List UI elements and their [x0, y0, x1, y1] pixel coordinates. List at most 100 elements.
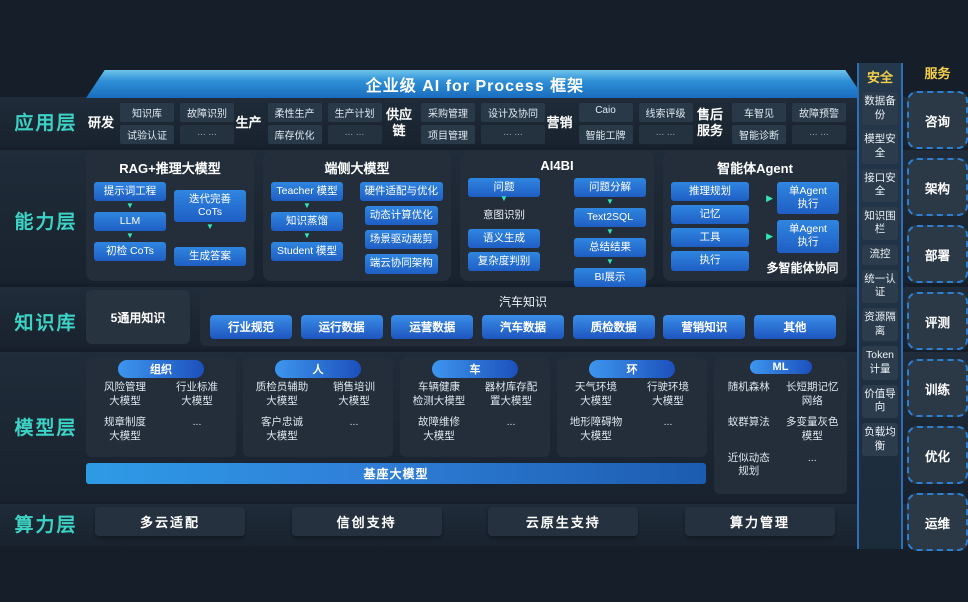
- capability-layer-row: RAG+推理大模型 提示词工程 ▼ LLM ▼ 初检 CoTs 迭代完善 CoT…: [86, 151, 847, 287]
- flow-node: 知识蒸馏: [271, 211, 343, 232]
- security-item: 统一认证: [862, 269, 898, 304]
- service-item: 运维: [907, 493, 968, 551]
- flow-node: 问题分解: [574, 178, 646, 198]
- ai4bi-box: AI4BI 问题 ▼ 意图识别 语义生成 复杂度判别 问题分解 ▼ Text2S…: [460, 151, 654, 287]
- arrow-down-icon: ▼: [500, 194, 508, 204]
- model-item: 质检员辅助 大模型: [255, 381, 309, 407]
- knowledge-pill-row: 行业规范 运行数据 运营数据 汽车数据 质检数据 营销知识 其他: [210, 315, 836, 339]
- layer-label-knowledge: 知识库: [14, 313, 78, 334]
- model-group-people: 人 质检员辅助 大模型 销售培训 大模型 客户忠诚 大模型 ...: [243, 357, 393, 457]
- model-item: 器材库存配 置大模型: [484, 381, 538, 407]
- flow-node: 迭代完善 CoTs: [174, 190, 246, 223]
- app-item: 项目管理: [421, 124, 475, 144]
- flow-node: 执行: [671, 251, 749, 271]
- app-group-rd: 研发 知识库 故障识别 试验认证 ... ...: [88, 101, 235, 145]
- app-item-more: ... ...: [638, 124, 693, 144]
- app-group-items: Caio 线索评级 智能工牌 ... ...: [578, 102, 693, 144]
- compute-layer-row: 多云适配 信创支持 云原生支持 算力管理: [95, 507, 835, 536]
- model-group-organization: 组织 风险管理 大模型 行业标准 大模型 规章制度 大模型 ...: [86, 357, 236, 457]
- flow-node: 意图识别: [483, 208, 525, 221]
- flow-node: 单Agent 执行: [777, 182, 839, 215]
- app-item: 故障预警: [791, 102, 846, 122]
- knowledge-pill: 汽车数据: [481, 315, 564, 339]
- model-item-more: ...: [192, 416, 202, 429]
- flow-node: 总结结果: [574, 237, 646, 257]
- app-group-items: 知识库 故障识别 试验认证 ... ...: [120, 102, 235, 144]
- app-item: 智能诊断: [731, 124, 786, 144]
- arrow-down-icon: ▼: [206, 222, 214, 232]
- compute-item: 信创支持: [291, 507, 442, 536]
- security-item: 数据备份: [862, 92, 898, 126]
- flow-node: BI展示: [574, 267, 646, 287]
- agent-title: 智能体Agent: [717, 161, 793, 176]
- model-item: 车辆健康 检测大模型: [412, 381, 466, 407]
- flow-node: 推理规划: [671, 182, 749, 202]
- layer-label-compute: 算力层: [14, 515, 78, 536]
- flow-node: 单Agent 执行: [777, 220, 839, 253]
- knowledge-pill: 质检数据: [572, 315, 655, 339]
- app-group-label: 生产: [235, 115, 262, 131]
- app-item-more: ... ...: [791, 124, 846, 144]
- app-item: 知识库: [120, 102, 175, 122]
- model-layer-row: 组织 风险管理 大模型 行业标准 大模型 规章制度 大模型 ... 人 质检员辅…: [86, 357, 847, 494]
- edge-model-box: 端侧大模型 Teacher 模型 ▼ 知识蒸馏 ▼ Student 模型 硬件适…: [263, 151, 451, 281]
- model-group-label: ML: [749, 360, 812, 374]
- app-group-items: 柔性生产 生产计划 库存优化 ... ...: [267, 102, 382, 144]
- flow-node: 记忆: [671, 205, 749, 225]
- security-rail: 安全 数据备份 模型安全 接口安全 知识围栏 流控 统一认证 资源隔离 Toke…: [857, 63, 903, 549]
- app-group-label: 营销: [546, 115, 573, 131]
- arrow-down-icon: ▼: [126, 231, 134, 241]
- flow-node: 生成答案: [174, 247, 246, 267]
- title-banner: 企业级 AI for Process 框架: [86, 70, 864, 98]
- app-group-items: 采购管理 设计及协同 项目管理 ... ...: [421, 102, 545, 144]
- model-item: 天气环境 大模型: [575, 381, 617, 407]
- ai4bi-title: AI4BI: [540, 158, 574, 173]
- app-item: 生产计划: [327, 102, 382, 122]
- app-item: 柔性生产: [267, 102, 322, 122]
- model-item: 风险管理 大模型: [104, 381, 146, 407]
- app-item: 故障识别: [180, 102, 235, 122]
- app-item: 车智见: [731, 102, 786, 122]
- model-item: 蚁群算法: [727, 416, 770, 429]
- model-item: 长短期记忆 网络: [786, 381, 839, 407]
- app-group-supply-chain: 供应链 采购管理 设计及协同 项目管理 ... ...: [383, 101, 545, 145]
- arrow-right-icon: ▶: [766, 192, 773, 203]
- knowledge-pill: 营销知识: [663, 315, 746, 339]
- model-group-label: 环: [589, 360, 675, 378]
- service-rail: 服务 咨询 架构 部署 评测 训练 优化 运维: [907, 63, 968, 551]
- model-item-more: ...: [807, 451, 817, 464]
- agent-caption: 多智能体协同: [766, 260, 839, 275]
- rag-flow-left: 提示词工程 ▼ LLM ▼ 初检 CoTs: [94, 182, 166, 266]
- flow-node: 动态计算优化: [364, 206, 438, 226]
- service-rail-title: 服务: [924, 66, 951, 81]
- app-item: 智能工牌: [578, 124, 633, 144]
- model-item-more: ...: [663, 416, 673, 429]
- model-item: 随机森林: [727, 381, 770, 393]
- rag-box: RAG+推理大模型 提示词工程 ▼ LLM ▼ 初检 CoTs 迭代完善 CoT…: [86, 151, 254, 281]
- flow-node: 语义生成: [468, 229, 540, 249]
- security-item: 接口安全: [862, 168, 898, 202]
- model-group-environment: 环 天气环境 大模型 行驶环境 大模型 地形障碍物 大模型 ...: [557, 357, 707, 457]
- ai4bi-left: 问题 ▼ 意图识别 语义生成 复杂度判别: [468, 178, 540, 287]
- ai4bi-right: 问题分解 ▼ Text2SQL ▼ 总结结果 ▼ BI展示: [574, 178, 646, 287]
- compute-item: 云原生支持: [488, 507, 639, 536]
- auto-knowledge-title: 汽车知识: [498, 295, 547, 309]
- service-item: 优化: [907, 426, 968, 484]
- flow-node: 初检 CoTs: [94, 241, 166, 261]
- flow-node: Teacher 模型: [271, 182, 343, 202]
- model-item: 近似动态 规划: [727, 451, 770, 478]
- flow-node: 提示词工程: [94, 182, 166, 202]
- app-item: 试验认证: [120, 124, 175, 144]
- security-item: 模型安全: [862, 130, 898, 164]
- model-item-more: ...: [349, 416, 359, 429]
- service-item: 架构: [907, 158, 968, 216]
- model-item-more: ...: [506, 416, 516, 429]
- security-item: 资源隔离: [862, 308, 898, 342]
- edge-flow: Teacher 模型 ▼ 知识蒸馏 ▼ Student 模型: [271, 182, 343, 274]
- app-group-production: 生产 柔性生产 生产计划 库存优化 ... ...: [236, 101, 382, 145]
- flow-node: 场景驱动裁剪: [364, 230, 438, 250]
- app-group-label: 研发: [88, 115, 115, 131]
- compute-item: 多云适配: [95, 507, 245, 536]
- flow-node: Text2SQL: [574, 207, 646, 228]
